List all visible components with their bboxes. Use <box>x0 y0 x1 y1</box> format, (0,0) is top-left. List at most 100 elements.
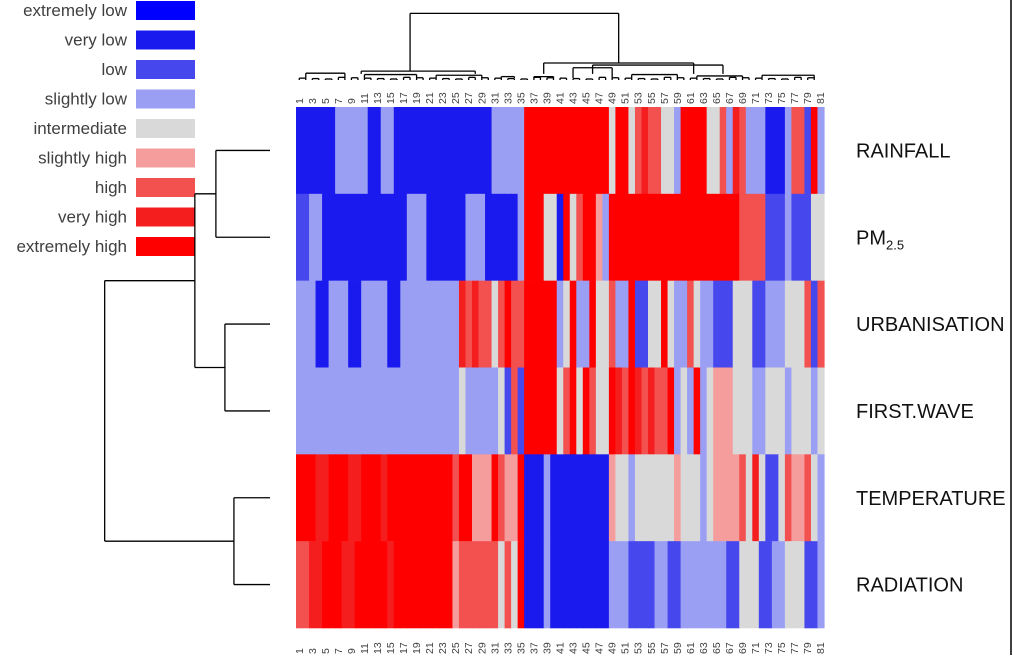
heatmap-cell <box>517 280 525 368</box>
heatmap-cell <box>791 280 799 368</box>
heatmap-cell <box>615 280 623 368</box>
heatmap-cell <box>413 107 421 195</box>
tick-label-bottom: 71 <box>750 642 762 654</box>
heatmap-cell <box>543 193 551 281</box>
tick-label-top: 23 <box>437 92 449 104</box>
heatmap-cell <box>406 193 414 281</box>
tick-label-top: 7 <box>333 98 345 104</box>
heatmap-cell <box>315 193 323 281</box>
heatmap-cell <box>485 107 493 195</box>
heatmap-cell <box>413 541 421 629</box>
heatmap-cell <box>654 193 662 281</box>
heatmap-cell <box>348 107 356 195</box>
heatmap-cell <box>426 107 434 195</box>
heatmap-cell <box>426 541 434 629</box>
heatmap-cell <box>478 367 486 455</box>
heatmap-cell <box>667 454 675 542</box>
heatmap-cell <box>328 193 336 281</box>
heatmap-cell <box>791 541 799 629</box>
tick-label-top: 59 <box>672 92 684 104</box>
heatmap-cell <box>556 454 564 542</box>
heatmap-cell <box>556 280 564 368</box>
heatmap-cell <box>296 454 304 542</box>
tick-label-bottom: 61 <box>685 642 697 654</box>
heatmap-cell <box>341 107 349 195</box>
heatmap-cell <box>380 107 388 195</box>
tick-label-bottom: 37 <box>528 642 540 654</box>
heatmap-cell <box>615 454 623 542</box>
heatmap-cell <box>726 193 734 281</box>
legend-swatch <box>136 119 195 138</box>
heatmap-cell <box>380 541 388 629</box>
heatmap-cell <box>439 107 447 195</box>
heatmap-cell <box>615 107 623 195</box>
tick-label-bottom: 53 <box>633 642 645 654</box>
heatmap-cell <box>739 541 747 629</box>
row-dendrogram <box>104 149 270 586</box>
heatmap-cell <box>393 367 401 455</box>
heatmap-cell <box>569 107 577 195</box>
heatmap-cell <box>439 280 447 368</box>
tick-label-top: 41 <box>555 92 567 104</box>
heatmap-cell <box>465 367 473 455</box>
tick-label-bottom: 69 <box>737 642 749 654</box>
heatmap-cell <box>302 193 310 281</box>
heatmap-cell <box>817 280 825 368</box>
tick-label-top: 15 <box>385 92 397 104</box>
heatmap-cell <box>354 193 362 281</box>
heatmap-cell <box>674 193 682 281</box>
heatmap-cell <box>608 367 617 455</box>
heatmap-cell <box>602 193 610 281</box>
heatmap-cell <box>654 107 662 195</box>
heatmap-cell <box>511 107 519 195</box>
legend-label: high <box>95 178 127 197</box>
tick-label-top: 13 <box>372 92 384 104</box>
legend: extremely low very low low slightly low inte… <box>16 1 195 256</box>
heatmap-cell <box>309 454 317 542</box>
heatmap-cell <box>498 367 506 455</box>
heatmap-cell <box>406 280 414 368</box>
heatmap-cell <box>491 193 499 281</box>
heatmap-cell <box>810 541 819 629</box>
tick-label-bottom: 25 <box>450 642 462 654</box>
heatmap-cell <box>693 454 701 542</box>
heatmap-cell <box>452 107 460 195</box>
heatmap-cell <box>517 367 525 455</box>
heatmap-cell <box>335 454 343 542</box>
heatmap-cell <box>361 541 369 629</box>
heatmap-cell <box>661 280 669 368</box>
heatmap-cell <box>387 454 395 542</box>
heatmap-cell <box>322 193 330 281</box>
tick-label-bottom: 7 <box>333 648 345 654</box>
heatmap-cell <box>432 367 441 455</box>
heatmap-cell <box>595 541 603 629</box>
heatmap-cell <box>784 541 793 629</box>
heatmap-cell <box>322 541 330 629</box>
heatmap-cell <box>465 541 473 629</box>
heatmap-cell <box>315 541 323 629</box>
heatmap-cell <box>367 280 375 368</box>
heatmap-cell <box>595 454 603 542</box>
heatmap-cell <box>556 193 564 281</box>
legend-label: very low <box>65 31 128 50</box>
heatmap-cell <box>524 193 532 281</box>
heatmap-cell <box>302 541 310 629</box>
heatmap-cell <box>582 541 590 629</box>
legend-label: slightly low <box>45 90 128 109</box>
heatmap-cell <box>543 541 551 629</box>
heatmap-cell <box>576 541 584 629</box>
heatmap-cell <box>810 367 819 455</box>
heatmap-cell <box>361 367 369 455</box>
legend-label: extremely high <box>16 237 127 256</box>
heatmap-cell <box>628 454 636 542</box>
heatmap-cell <box>628 367 636 455</box>
tick-label-top: 77 <box>789 92 801 104</box>
tick-label-top: 43 <box>568 92 580 104</box>
heatmap-cell <box>797 107 806 195</box>
column-tick-labels-bottom: 1 3 5 7 9 11 13 15 17 19 21 23 25 27 29 31 33 35 37 39 41 43 4… <box>294 642 827 654</box>
heatmap-cell <box>419 454 427 542</box>
heatmap-cell <box>680 367 688 455</box>
heatmap-cell <box>302 454 310 542</box>
heatmap-cell <box>413 280 421 368</box>
heatmap-cell <box>452 193 460 281</box>
